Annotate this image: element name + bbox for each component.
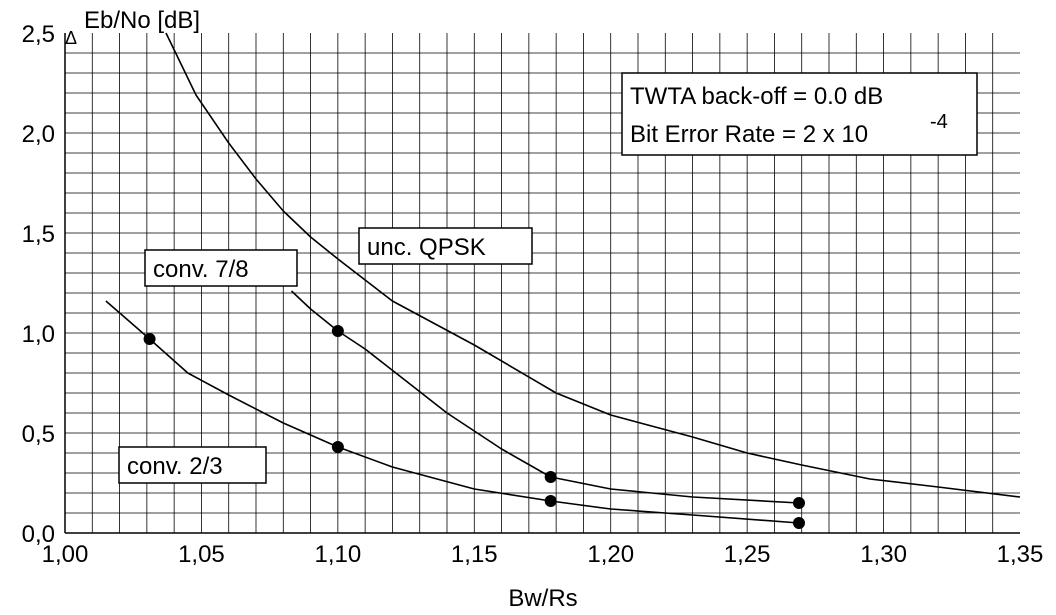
- series-label: unc. QPSK: [367, 234, 486, 261]
- chart-grid: [65, 33, 1020, 533]
- series-label-box: [144, 249, 298, 287]
- info-box-frame: [621, 72, 978, 156]
- series-marker: [792, 517, 805, 529]
- x-tick-label: 1,10: [314, 541, 361, 568]
- y-tick-label: 1,0: [22, 321, 55, 348]
- info-box-line1: TWTA back-off = 0.0 dB: [630, 83, 883, 110]
- series-line-0: [165, 32, 1021, 498]
- series-line-1: [290, 290, 800, 504]
- x-tick-label: 1,00: [42, 541, 89, 568]
- series-marker: [143, 333, 156, 345]
- x-tick-label: 1,05: [178, 541, 225, 568]
- x-tick-label: 1,30: [860, 541, 907, 568]
- x-axis-title: Bw/Rs: [508, 585, 577, 612]
- series-group: [105, 32, 1021, 529]
- info-box-line2: Bit Error Rate = 2 x 10: [630, 121, 868, 148]
- chart-axes: [64, 33, 1020, 534]
- series-marker: [331, 325, 344, 337]
- series-label: conv. 2/3: [127, 453, 223, 480]
- series-line-2: [105, 300, 800, 524]
- y-axis-title: Eb/No [dB]: [84, 7, 200, 34]
- tick-labels: 1,00 1,05 1,10 1,15 1,20 1,25 1,30 1,35 0,0 0,5 1,…: [22, 21, 1044, 568]
- series-label-box: [118, 446, 267, 484]
- series-marker: [544, 471, 557, 483]
- series-marker: [544, 495, 557, 507]
- x-tick-label: 1,35: [997, 541, 1044, 568]
- y-tick-label: 2,5: [22, 21, 55, 48]
- series-label: conv. 7/8: [153, 256, 249, 283]
- x-tick-label: 1,15: [451, 541, 498, 568]
- x-tick-label: 1,20: [587, 541, 634, 568]
- y-tick-label: 1,5: [22, 221, 55, 248]
- y-axis-delta: Δ: [65, 28, 77, 48]
- x-tick-label: 1,25: [724, 541, 771, 568]
- series-marker: [331, 441, 344, 453]
- y-tick-label: 2,0: [22, 121, 55, 148]
- series-label-box: [358, 227, 533, 265]
- series-labels: unc. QPSK conv. 7/8 conv. 2/3: [118, 227, 533, 484]
- y-tick-label: 0,5: [22, 421, 55, 448]
- info-box-exponent: -4: [930, 111, 948, 133]
- info-box: TWTA back-off = 0.0 dB Bit Error Rate = …: [621, 72, 978, 156]
- series-marker: [792, 497, 805, 509]
- y-tick-label: 0,0: [22, 521, 55, 548]
